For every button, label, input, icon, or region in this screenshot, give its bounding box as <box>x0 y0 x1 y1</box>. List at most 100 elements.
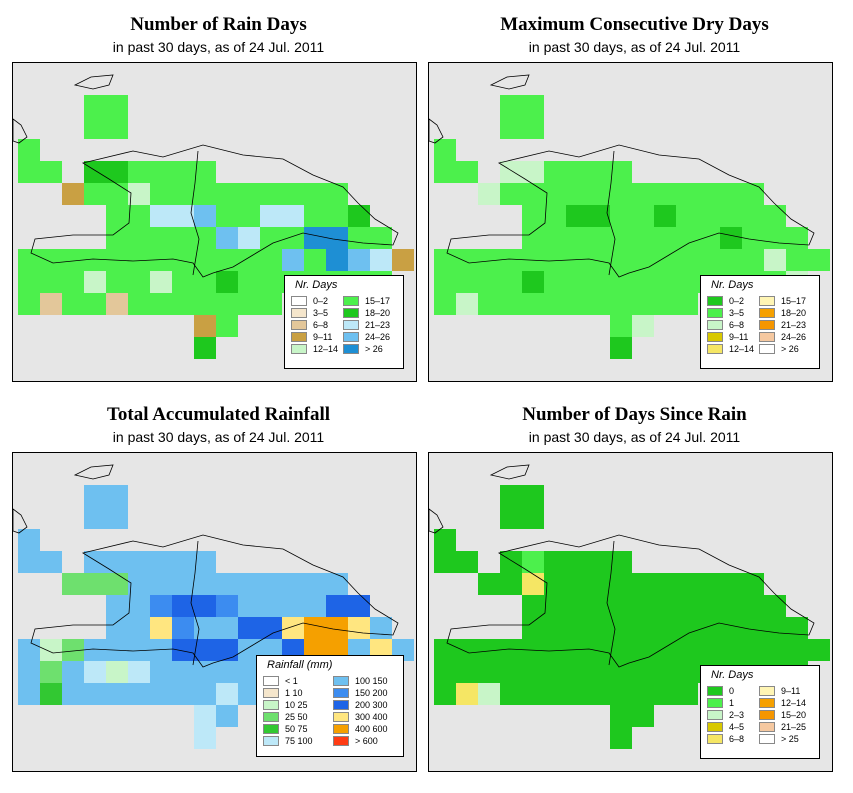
grid-cell <box>150 271 172 293</box>
panel-title: Number of Rain Days <box>130 14 307 35</box>
legend-title: Nr. Days <box>711 279 754 291</box>
grid-cell <box>62 249 84 271</box>
grid-cell <box>544 661 566 683</box>
grid-cell <box>478 271 500 293</box>
grid-cell <box>84 271 106 293</box>
legend-swatch <box>263 736 279 746</box>
grid-cell <box>720 205 742 227</box>
grid-cell <box>348 617 370 639</box>
grid-cell <box>698 595 720 617</box>
grid-cell <box>216 315 238 337</box>
grid-cell <box>500 485 522 507</box>
grid-cell <box>194 595 216 617</box>
grid-cell <box>282 205 304 227</box>
grid-cell <box>128 617 150 639</box>
grid-cell <box>742 227 764 249</box>
grid-cell <box>676 661 698 683</box>
legend-swatch <box>291 320 307 330</box>
grid-cell <box>434 551 456 573</box>
grid-cell <box>18 139 40 161</box>
grid-cell <box>106 661 128 683</box>
legend-label: > 25 <box>781 734 799 744</box>
grid-cell <box>566 227 588 249</box>
grid-cell <box>544 639 566 661</box>
grid-cell <box>544 227 566 249</box>
grid-cell <box>632 573 654 595</box>
grid-cell <box>216 249 238 271</box>
grid-cell <box>84 95 106 117</box>
grid-cell <box>150 617 172 639</box>
grid-cell <box>544 249 566 271</box>
legend-label: 24–26 <box>365 332 391 342</box>
legend-label: 100 150 <box>355 676 388 686</box>
grid-cell <box>764 227 786 249</box>
grid-cell <box>698 249 720 271</box>
grid-cell <box>172 161 194 183</box>
grid-cell <box>62 573 84 595</box>
grid-cell <box>18 529 40 551</box>
grid-cell <box>172 595 194 617</box>
grid-cell <box>610 249 632 271</box>
grid-cell <box>544 551 566 573</box>
islet-outline <box>489 464 530 480</box>
grid-cell <box>742 205 764 227</box>
legend-label: 12–14 <box>313 344 339 354</box>
grid-cell <box>588 161 610 183</box>
grid-cell <box>610 205 632 227</box>
grid-cell <box>172 639 194 661</box>
grid-cell <box>764 205 786 227</box>
grid-cell <box>610 639 632 661</box>
grid-cell <box>434 271 456 293</box>
grid-cell <box>40 293 62 315</box>
grid-cell <box>566 683 588 705</box>
grid-cell <box>522 161 544 183</box>
legend-label: 21–23 <box>781 320 807 330</box>
legend-swatch <box>759 332 775 342</box>
map-legend: Nr. Days 0 1 2–3 4–5 6–8 9–11 12–14 15–20 21–25 >… <box>700 665 820 759</box>
grid-cell <box>40 161 62 183</box>
grid-cell <box>764 617 786 639</box>
islet-outline <box>429 118 444 144</box>
grid-cell <box>238 271 260 293</box>
grid-cell <box>172 249 194 271</box>
grid-cell <box>500 661 522 683</box>
grid-cell <box>588 293 610 315</box>
grid-cell <box>260 617 282 639</box>
grid-cell <box>522 183 544 205</box>
legend-swatch <box>759 734 775 744</box>
grid-cell <box>84 573 106 595</box>
legend-label: 15–17 <box>781 296 807 306</box>
grid-cell <box>216 271 238 293</box>
grid-cell <box>150 595 172 617</box>
legend-swatch <box>343 332 359 342</box>
grid-cell <box>84 161 106 183</box>
grid-cell <box>106 161 128 183</box>
grid-cell <box>522 271 544 293</box>
legend-swatch <box>707 308 723 318</box>
grid-cell <box>304 595 326 617</box>
grid-cell <box>172 183 194 205</box>
grid-cell <box>172 573 194 595</box>
grid-cell <box>720 249 742 271</box>
legend-label: > 26 <box>781 344 799 354</box>
grid-cell <box>348 205 370 227</box>
grid-cell <box>610 161 632 183</box>
grid-cell <box>172 293 194 315</box>
grid-cell <box>566 271 588 293</box>
legend-label: 12–14 <box>729 344 755 354</box>
grid-cell <box>238 661 260 683</box>
grid-cell <box>18 639 40 661</box>
grid-cell <box>106 95 128 117</box>
grid-cell <box>742 249 764 271</box>
grid-cell <box>172 271 194 293</box>
grid-cell <box>194 293 216 315</box>
grid-cell <box>18 683 40 705</box>
grid-cell <box>194 315 216 337</box>
grid-cell <box>434 529 456 551</box>
grid-cell <box>62 271 84 293</box>
grid-cell <box>150 661 172 683</box>
grid-cell <box>18 249 40 271</box>
grid-cell <box>610 271 632 293</box>
legend-label: 9–11 <box>729 332 749 342</box>
grid-cell <box>194 639 216 661</box>
